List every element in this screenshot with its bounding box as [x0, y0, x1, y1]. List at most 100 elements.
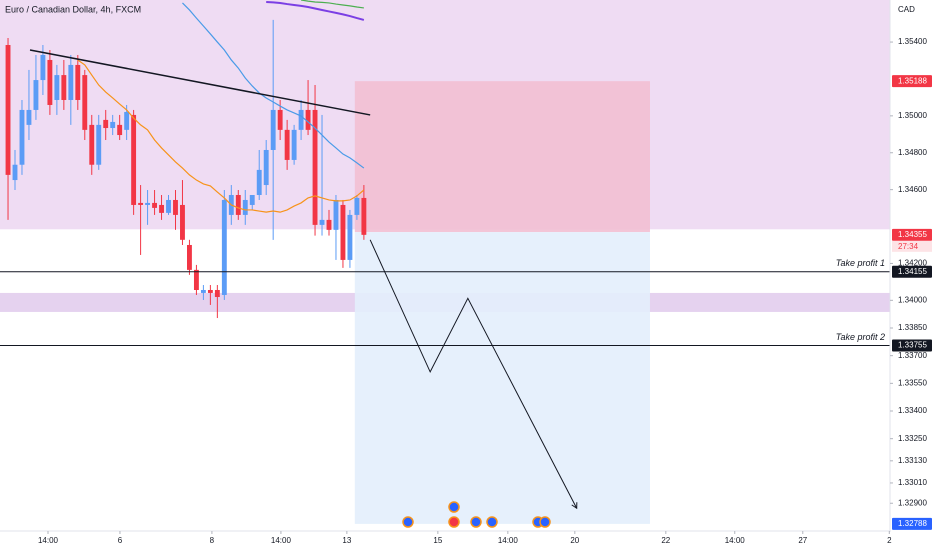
price-label-box	[892, 339, 932, 352]
price-label: 1.32788	[898, 519, 927, 528]
candle-body	[145, 202, 151, 205]
zones	[0, 0, 890, 524]
candle-body	[131, 114, 137, 205]
y-tick-label: 1.33250	[898, 434, 927, 443]
candle-body	[19, 109, 25, 165]
x-tick-label: 14:00	[271, 536, 292, 545]
stop-zone	[354, 81, 650, 233]
y-tick-label: 1.34600	[898, 185, 927, 194]
x-tick-label: 14:00	[38, 536, 59, 545]
projection-path	[369, 239, 578, 509]
event-icons	[402, 501, 551, 528]
y-tick-label: 1.33550	[898, 378, 927, 387]
candle-body	[40, 54, 46, 81]
y-tick-label: 1.33700	[898, 351, 927, 360]
candle-body	[298, 109, 304, 130]
y-tick-label: 1.34800	[898, 148, 927, 157]
price-label: 1.34155	[898, 267, 927, 276]
candle-body	[333, 199, 339, 230]
event-icon[interactable]	[448, 516, 460, 528]
countdown: 27:34	[898, 242, 919, 251]
indicator-line	[266, 1, 365, 21]
x-tick-label: 22	[661, 536, 670, 545]
candle-body	[319, 219, 325, 225]
x-tick-label: 2	[887, 536, 892, 545]
event-icon[interactable]	[402, 516, 414, 528]
indicator-line	[77, 59, 365, 213]
candle-body	[312, 109, 318, 225]
candle-body	[68, 64, 74, 100]
candle-body	[180, 204, 185, 240]
indicator-line	[182, 2, 365, 169]
candle-body	[159, 204, 164, 213]
arrow-head	[571, 502, 578, 510]
candle-body	[249, 194, 255, 205]
candle-body	[82, 75, 88, 130]
candle-body	[61, 75, 67, 100]
y-tick-label: 1.33010	[898, 478, 927, 487]
y-axis-label: CAD	[898, 5, 915, 14]
candle-body	[263, 149, 269, 186]
event-icon[interactable]	[486, 516, 498, 528]
candle-body	[277, 109, 283, 130]
candle-body	[96, 124, 102, 165]
y-tick-label: 1.34000	[898, 295, 927, 304]
countdown-box	[892, 240, 932, 252]
candle-body	[54, 75, 60, 100]
take-profit-name: Take profit 1	[836, 258, 885, 268]
candle-body	[291, 129, 297, 160]
candle-body	[75, 64, 81, 100]
price-label: 1.34355	[898, 230, 927, 239]
x-tick-label: 14:00	[498, 536, 519, 545]
candle-body	[361, 197, 367, 235]
candle-body	[284, 129, 290, 160]
x-tick-label: 27	[798, 536, 807, 545]
candle-body	[193, 269, 199, 290]
event-icon[interactable]	[470, 516, 482, 528]
y-tick-label: 1.33130	[898, 456, 927, 465]
x-tick-label: 20	[570, 536, 579, 545]
target-zone	[354, 232, 650, 524]
candle-body	[221, 199, 227, 295]
x-tick-label: 15	[433, 536, 442, 545]
y-tick-label: 1.35400	[898, 37, 927, 46]
candle-body	[207, 289, 213, 293]
candle-body	[26, 109, 32, 125]
y-tick-label: 1.33850	[898, 323, 927, 332]
price-label-box	[892, 75, 932, 88]
price-label-box	[892, 228, 932, 241]
candle-body	[89, 124, 95, 165]
candle-body	[242, 199, 248, 215]
candle-body	[103, 119, 109, 129]
candle-body	[256, 169, 262, 195]
x-tick-label: 8	[210, 536, 215, 545]
candle-body	[305, 109, 311, 130]
candle-body	[166, 199, 171, 213]
price-label-box	[892, 517, 932, 530]
chart-title: Euro / Canadian Dollar, 4h, FXCM	[5, 4, 141, 14]
candle-body	[124, 111, 130, 130]
event-icon[interactable]	[448, 501, 460, 513]
indicator-line	[300, 0, 364, 9]
event-icon[interactable]	[539, 516, 551, 528]
candle-body	[110, 121, 116, 129]
x-tick-label: 13	[342, 536, 351, 545]
price-label-box	[892, 265, 932, 278]
candle-body	[5, 45, 11, 175]
candle-body	[117, 124, 123, 136]
candle-body	[152, 202, 157, 208]
take-profit-name: Take profit 2	[836, 332, 885, 342]
candle-body	[12, 164, 18, 181]
price-label: 1.33755	[898, 341, 927, 350]
candle-body	[173, 199, 178, 215]
x-tick-label: 6	[118, 536, 123, 545]
y-tick-label: 1.32900	[898, 498, 927, 507]
candle-body	[47, 59, 53, 105]
marks: Take profit 1 Take profit 2	[0, 0, 890, 510]
candle-body	[340, 204, 346, 260]
price-label: 1.35188	[898, 76, 927, 85]
trendline	[29, 49, 371, 116]
candle-body	[270, 109, 276, 150]
candle-body	[235, 194, 241, 215]
